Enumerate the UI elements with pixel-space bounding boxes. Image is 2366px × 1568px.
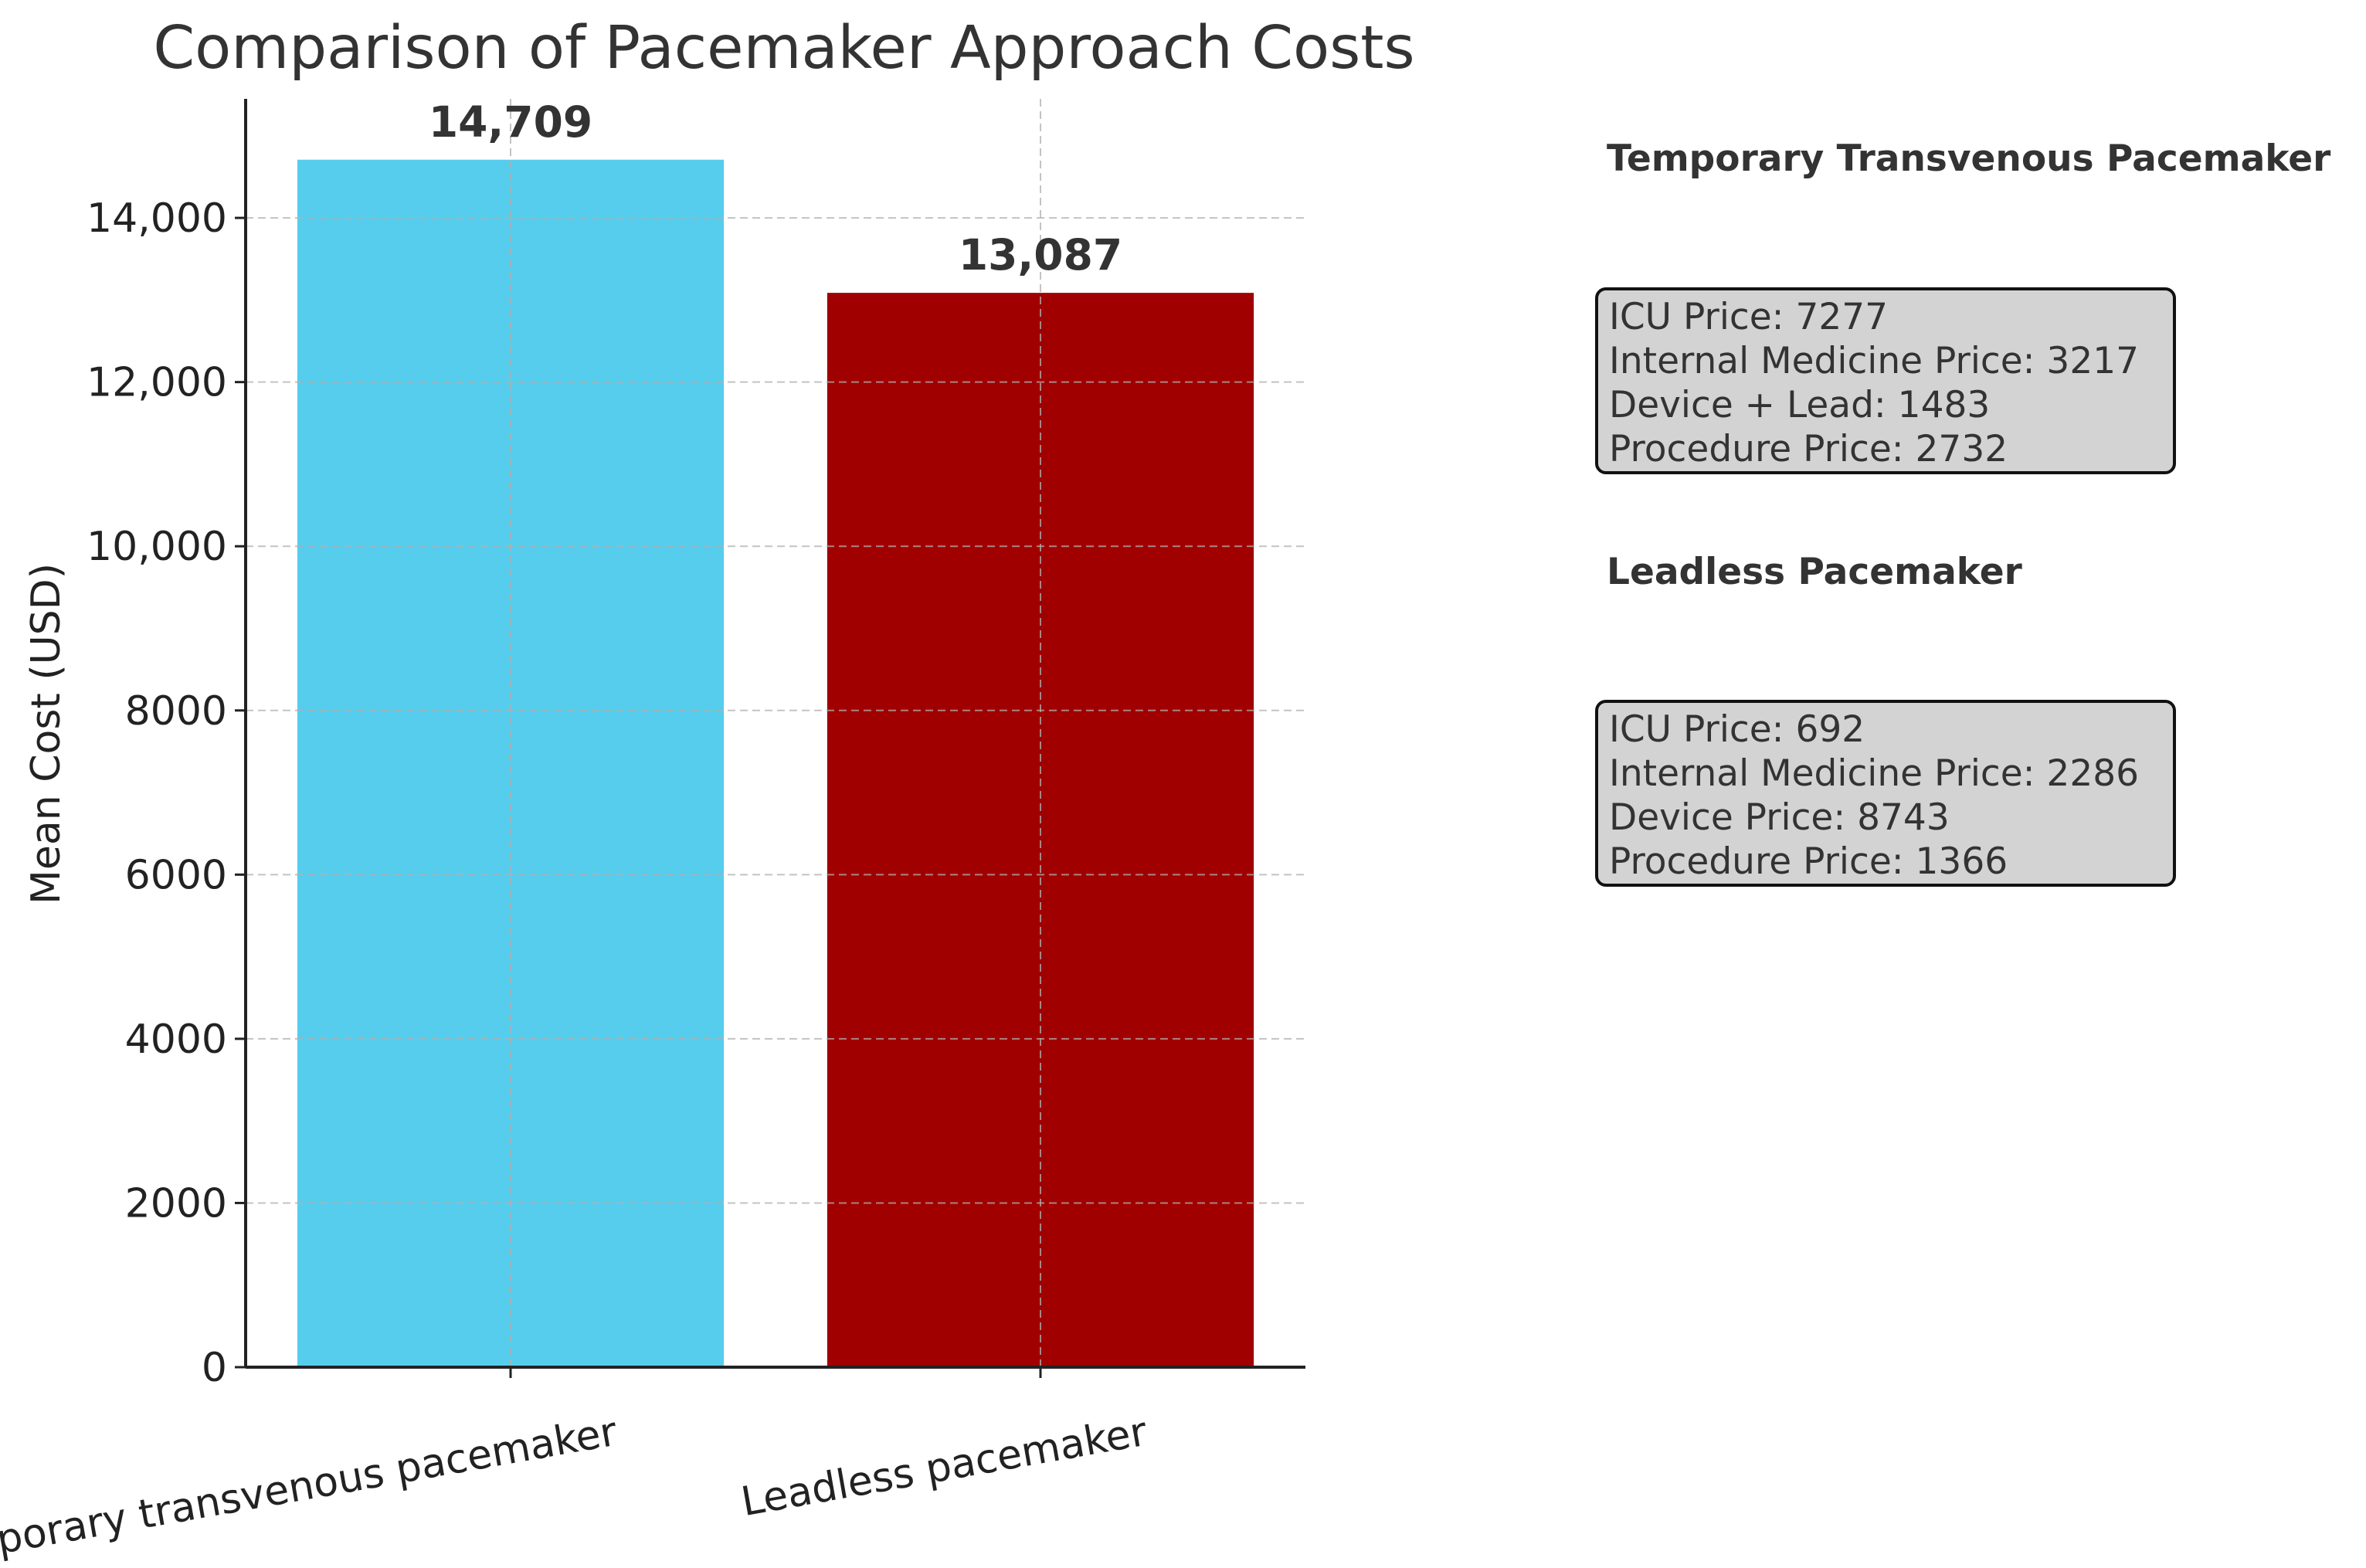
temporary-icu-price: ICU Price: 7277 <box>1609 296 1889 338</box>
bar-value-label: 13,087 <box>959 230 1122 280</box>
temporary-procedure-price: Procedure Price: 2732 <box>1609 428 2008 470</box>
y-tick-label: 2000 <box>125 1180 227 1227</box>
leadless-icu-price: ICU Price: 692 <box>1609 708 1865 751</box>
y-tick-label: 6000 <box>125 852 227 898</box>
leadless-internal-medicine-price: Internal Medicine Price: 2286 <box>1609 752 2140 795</box>
y-tick-label: 4000 <box>125 1016 227 1063</box>
y-tick-label: 8000 <box>125 688 227 735</box>
leadless-procedure-price: Procedure Price: 1366 <box>1609 840 2008 883</box>
y-tick-label: 0 <box>202 1345 227 1391</box>
temporary-pacemaker-heading: Temporary Transvenous Pacemaker <box>1607 137 2331 180</box>
y-tick-label: 14,000 <box>87 195 227 242</box>
temporary-device-lead-price: Device + Lead: 1483 <box>1609 384 1991 426</box>
leadless-device-price: Device Price: 8743 <box>1609 796 1950 839</box>
x-tick-label: Leadless pacemaker <box>738 1409 1151 1526</box>
y-tick-label: 12,000 <box>87 360 227 406</box>
leadless-pacemaker-heading: Leadless Pacemaker <box>1607 551 2022 593</box>
y-tick-label: 10,000 <box>87 524 227 570</box>
bar-value-label: 14,709 <box>429 97 592 147</box>
temporary-pacemaker-cost-box: ICU Price: 7277 Internal Medicine Price:… <box>1595 287 2176 474</box>
chart-title: Comparison of Pacemaker Approach Costs <box>153 14 1414 83</box>
y-axis-label: Mean Cost (USD) <box>23 563 70 904</box>
leadless-pacemaker-cost-box: ICU Price: 692 Internal Medicine Price: … <box>1595 700 2176 887</box>
x-tick-label: Temporary transvenous pacemaker <box>0 1409 621 1568</box>
temporary-internal-medicine-price: Internal Medicine Price: 3217 <box>1609 340 2140 382</box>
